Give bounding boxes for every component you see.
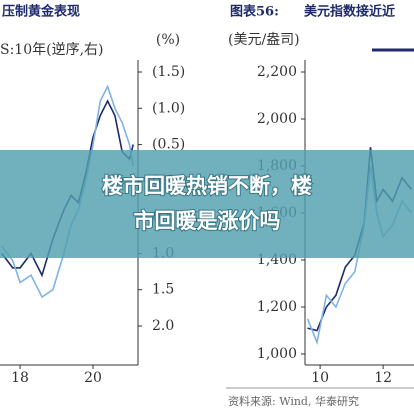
figure-label: 图表56: xyxy=(230,4,279,20)
x-tick-label: 12 xyxy=(374,370,392,386)
legend-label: S:10年(逆序,右) xyxy=(0,42,104,58)
banner-text: 市回暖是涨价吗 xyxy=(134,209,281,233)
banner-text: 楼市回暖热销不断，楼 xyxy=(102,174,312,198)
y-tick-label: 1.5 xyxy=(152,282,174,298)
x-tick-label: 10 xyxy=(311,370,329,386)
x-tick-label: 18 xyxy=(11,370,29,386)
y-tick-label: 1,200 xyxy=(257,299,297,315)
y-tick-label: (1.5) xyxy=(152,64,185,80)
y-tick-label: 2.0 xyxy=(152,318,174,334)
axis-label: (%) xyxy=(156,32,180,48)
x-tick-label: 20 xyxy=(84,370,102,386)
y-tick-label: 2,000 xyxy=(257,111,297,127)
y-tick-label: 2,200 xyxy=(257,64,297,80)
y-tick-label: (0.5) xyxy=(152,137,185,153)
y-tick-label: 1,000 xyxy=(257,346,297,362)
source: 资料来源: Wind, 华泰研究 xyxy=(228,394,359,408)
chart-title: 压制黄金表现 xyxy=(2,4,80,20)
y-tick-label: (1.0) xyxy=(152,100,185,116)
banner xyxy=(0,150,414,258)
chart-title: 美元指数接近近 xyxy=(304,4,395,20)
axis-label: (美元/盎司) xyxy=(228,32,300,48)
